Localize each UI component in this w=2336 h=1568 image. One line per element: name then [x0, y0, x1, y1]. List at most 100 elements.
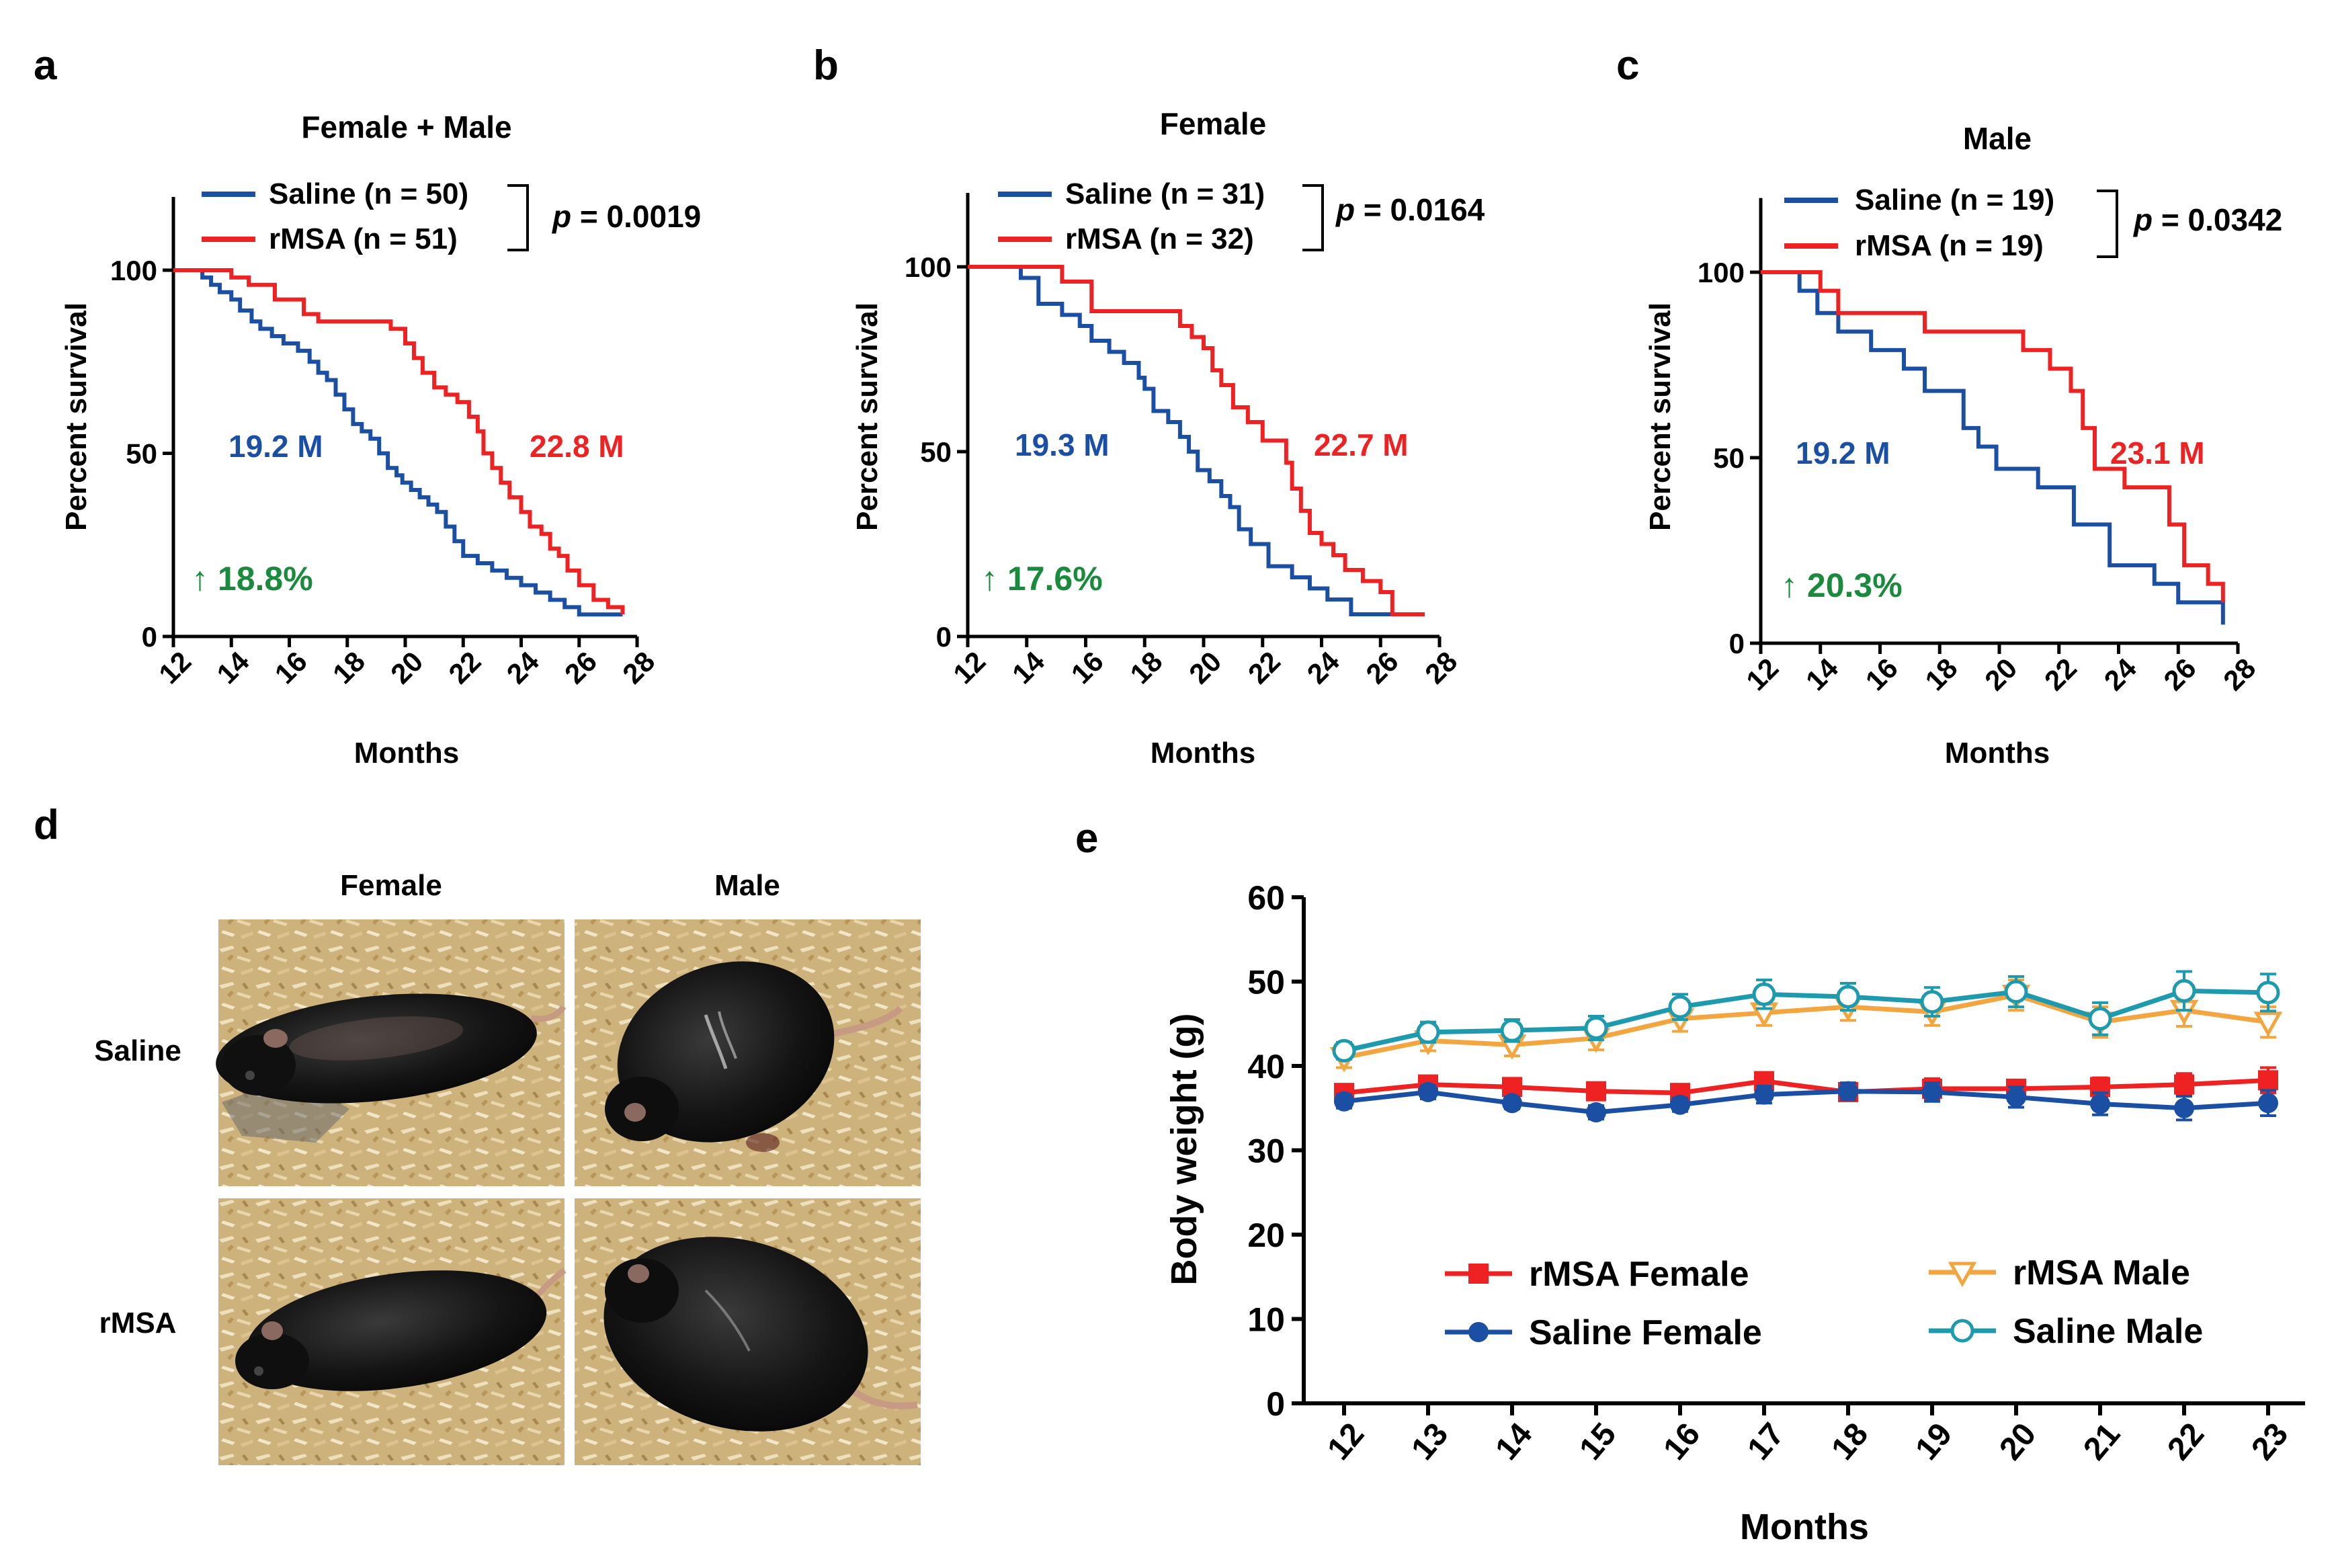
chart-e-point-saline-male [2004, 980, 2028, 1004]
chart-b-xtick-label: 14 [1006, 645, 1051, 690]
chart-e-xtick-label: 13 [1405, 1417, 1455, 1467]
panel-letter-a: a [34, 42, 57, 89]
chart-a-increase: ↑ 18.8% [192, 560, 313, 597]
chart-e-point-saline-male [1416, 1020, 1440, 1044]
chart-b-xtick-label: 18 [1124, 645, 1168, 690]
chart-e-point-rmsa-female [1586, 1081, 1606, 1102]
chart-c-p-value: = 0.0342 [2153, 202, 2282, 237]
chart-e-point-saline-female [1754, 1084, 1774, 1105]
chart-b-saline-median: 19.3 M [1015, 427, 1110, 462]
chart-c-xtick-label: 16 [1860, 652, 1904, 696]
chart-c-legend-bracket [2097, 190, 2118, 258]
chart-b-xtick-label: 22 [1242, 645, 1286, 690]
photo-column-male: Male [714, 869, 780, 902]
chart-e-ytick-label: 10 [1247, 1301, 1285, 1339]
chart-e-point-saline-female [1334, 1091, 1354, 1112]
chart-c-rmsa-curve [1761, 270, 2225, 603]
chart-e-line-rmsa-male [1343, 992, 2269, 1060]
photo-rmsa-female [218, 1198, 567, 1465]
chart-c-ytick-label: 0 [1729, 628, 1745, 659]
chart-e-xtick-label: 12 [1321, 1417, 1371, 1467]
chart-a-legend-bracket [507, 184, 529, 251]
chart-b-p-label: p [1335, 192, 1355, 227]
chart-b-ytick-label: 50 [920, 436, 952, 468]
chart-e-ytick-label: 0 [1266, 1385, 1285, 1423]
chart-c-xtick-label: 12 [1740, 652, 1784, 696]
chart-a-ylabel: Percent survival [60, 302, 93, 531]
photo-saline-female [216, 919, 567, 1186]
chart-e-point-saline-female [1670, 1094, 1690, 1115]
chart-e-point-saline-female [2258, 1093, 2278, 1114]
chart-a-title: Female + Male [301, 110, 511, 145]
chart-e-point-rmsa-female [2174, 1074, 2194, 1095]
chart-b-rmsa-median: 22.7 M [1314, 427, 1409, 462]
chart-e-ytick-label: 40 [1247, 1048, 1285, 1085]
chart-e-legend-label: Saline Female [1529, 1313, 1762, 1352]
chart-e-legend-rmsa-female: rMSA Female [1445, 1255, 1749, 1294]
chart-c-title: Male [1963, 121, 2032, 156]
chart-e-point-saline-male [2172, 979, 2196, 1003]
chart-e-point-saline-male [1668, 995, 1692, 1019]
chart-c-xlabel: Months [1945, 737, 2050, 770]
chart-c-legend-saline: Saline (n = 19) [1855, 183, 2054, 216]
chart-b-rmsa-curve [968, 265, 1425, 616]
chart-b-xtick-label: 26 [1360, 645, 1404, 690]
chart-a-xtick-label: 16 [269, 645, 313, 690]
chart-e-point-rmsa-female [2258, 1070, 2278, 1091]
chart-c-p-label: p [2132, 202, 2153, 237]
chart-a-saline-median: 19.2 M [228, 429, 323, 464]
chart-e-ytick-label: 20 [1247, 1216, 1285, 1254]
chart-e-line-saline-male [1343, 988, 2269, 1053]
chart-b-pvalue: p = 0.0164 [1335, 192, 1485, 227]
chart-e-point-saline-male [2256, 981, 2280, 1005]
chart-e-legend-marker [1468, 1264, 1489, 1284]
chart-c-xtick-label: 20 [1978, 652, 2023, 696]
chart-c-increase: ↑ 20.3% [1781, 567, 1903, 604]
chart-c-legend-rmsa: rMSA (n = 19) [1855, 229, 2044, 262]
chart-c-pvalue: p = 0.0342 [2132, 202, 2282, 237]
chart-a-xtick-label: 18 [327, 645, 371, 690]
chart-b-increase: ↑ 17.6% [981, 560, 1103, 597]
chart-e-xtick-label: 17 [1741, 1417, 1791, 1467]
chart-a-xtick-label: 26 [558, 645, 603, 690]
photo-column-female: Female [340, 869, 442, 902]
chart-a-ytick-label: 0 [142, 621, 157, 653]
chart-b-p-value: = 0.0164 [1355, 192, 1485, 227]
chart-e-legend-label: rMSA Male [2013, 1253, 2190, 1292]
chart-a-rmsa-median: 22.8 M [530, 429, 624, 464]
chart-e-legend-label: rMSA Female [1529, 1255, 1749, 1294]
chart-e-xlabel: Months [1740, 1507, 1869, 1547]
chart-e-xtick-label: 22 [2161, 1417, 2211, 1467]
chart-b-saline-curve [968, 265, 1425, 616]
chart-e-xtick-label: 21 [2077, 1417, 2127, 1467]
chart-e-legend-rmsa-male: rMSA Male [1929, 1253, 2190, 1292]
chart-b-ytick-label: 100 [905, 251, 952, 283]
body-weight-chart: 0 10 20 30 40 50 60 12 13 14 15 16 17 18 19 20 21 22 23 Bo… [1164, 879, 2305, 1547]
chart-e-point-saline-male [1752, 982, 1776, 1006]
chart-e-series-saline-male [1332, 970, 2280, 1063]
chart-e-xtick-label: 15 [1573, 1417, 1623, 1467]
chart-e-legend-marker [1950, 1319, 1974, 1343]
survival-chart-c: Male Saline (n = 19) rMSA (n = 19) p = 0… [1644, 121, 2282, 770]
chart-b-legend-bracket [1302, 184, 1324, 251]
chart-e-xtick-label: 20 [1993, 1417, 2043, 1467]
chart-b-xtick-label: 20 [1183, 645, 1227, 690]
chart-a-pvalue: p = 0.0019 [551, 199, 701, 234]
chart-e-point-saline-male [1500, 1018, 1524, 1042]
chart-e-xtick-label: 18 [1825, 1417, 1875, 1467]
chart-a-legend-saline: Saline (n = 50) [269, 177, 468, 210]
chart-e-point-saline-female [2090, 1094, 2110, 1114]
chart-e-xtick-label: 16 [1657, 1417, 1707, 1467]
chart-e-point-rmsa-male [2253, 1012, 2283, 1037]
chart-a-xlabel: Months [354, 737, 459, 770]
chart-a-rmsa-curve [173, 268, 625, 615]
panel-letter-b: b [813, 42, 839, 89]
chart-a-xtick-label: 14 [210, 645, 255, 690]
chart-b-xtick-label: 12 [947, 645, 991, 690]
chart-e-legend-marker [1468, 1322, 1489, 1342]
chart-c-saline-curve [1761, 270, 2225, 625]
chart-e-line-rmsa-female [1343, 1077, 2269, 1096]
chart-a-xtick-label: 24 [501, 645, 546, 690]
chart-a-legend-rmsa: rMSA (n = 51) [269, 222, 458, 255]
chart-c-xtick-label: 28 [2217, 652, 2261, 696]
